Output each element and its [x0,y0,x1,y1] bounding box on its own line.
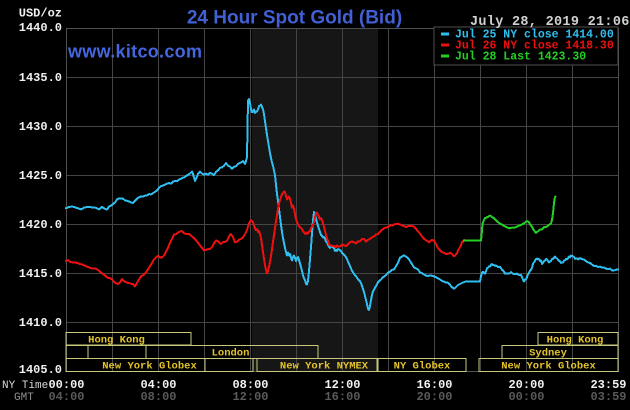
svg-text:Hong Kong: Hong Kong [88,334,145,346]
svg-text:20:00: 20:00 [416,390,452,404]
svg-text:GMT: GMT [14,392,34,404]
svg-text:00:00: 00:00 [48,378,84,392]
svg-text:USD/oz: USD/oz [19,7,62,21]
svg-text:16:00: 16:00 [324,390,360,404]
svg-text:New York NYMEX: New York NYMEX [280,361,369,373]
svg-text:04:00: 04:00 [48,390,84,404]
svg-text:1415.0: 1415.0 [19,267,62,281]
svg-text:1430.0: 1430.0 [19,120,62,134]
svg-text:24 Hour Spot Gold (Bid): 24 Hour Spot Gold (Bid) [187,8,402,29]
svg-text:00:00: 00:00 [508,390,544,404]
svg-text:1410.0: 1410.0 [19,316,62,330]
svg-text:20:00: 20:00 [508,378,544,392]
svg-text:July 28, 2019 21:06: July 28, 2019 21:06 [470,15,630,30]
svg-text:1425.0: 1425.0 [19,169,62,183]
svg-text:New York Globex: New York Globex [501,361,596,373]
svg-text:16:00: 16:00 [416,378,452,392]
svg-text:Sydney: Sydney [529,348,568,360]
svg-text:Jul 28 Last 1423.30: Jul 28 Last 1423.30 [455,51,586,64]
svg-text:NY Time: NY Time [2,380,48,392]
svg-text:NY Globex: NY Globex [394,361,451,373]
svg-text:03:59: 03:59 [590,390,626,404]
svg-text:New York Globex: New York Globex [102,361,197,373]
svg-text:23:59: 23:59 [590,378,626,392]
svg-text:Jul 26 NY close 1418.30: Jul 26 NY close 1418.30 [455,40,614,53]
svg-text:www.kitco.com: www.kitco.com [67,42,202,62]
svg-text:12:00: 12:00 [232,390,268,404]
svg-text:04:00: 04:00 [140,378,176,392]
svg-text:1405.0: 1405.0 [19,363,62,377]
svg-text:Hong Kong: Hong Kong [547,334,604,346]
svg-text:1440.0: 1440.0 [19,21,62,35]
svg-text:08:00: 08:00 [232,378,268,392]
svg-text:08:00: 08:00 [140,390,176,404]
svg-text:1435.0: 1435.0 [19,71,62,85]
svg-text:Jul 25 NY close 1414.00: Jul 25 NY close 1414.00 [455,29,614,42]
svg-text:12:00: 12:00 [324,378,360,392]
svg-text:1420.0: 1420.0 [19,218,62,232]
svg-text:London: London [212,348,250,360]
